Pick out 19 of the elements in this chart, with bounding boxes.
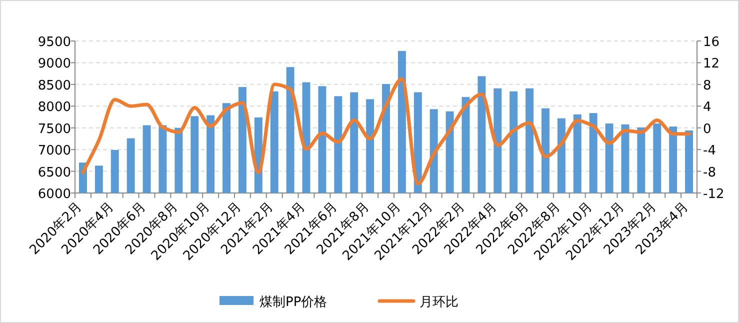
y2-tick-label: 16	[703, 35, 720, 50]
y-tick-label: 9500	[38, 35, 71, 50]
y2-tick-label: -8	[703, 165, 716, 180]
y-tick-label: 6500	[38, 165, 71, 180]
y2-tick-label: -4	[703, 144, 716, 159]
y2-tick-label: 0	[703, 122, 712, 137]
y2-tick-label: 8	[703, 78, 712, 94]
line-series	[81, 77, 691, 186]
y-tick-label: 7500	[38, 122, 71, 137]
legend-label: 煤制PP价格	[260, 295, 328, 310]
y-tick-label: 8500	[38, 78, 71, 94]
y-tick-label: 6000	[38, 187, 71, 202]
y-tick-label: 7000	[38, 144, 71, 159]
y2-tick-label: 4	[703, 100, 712, 116]
y2-tick-label: -12	[703, 187, 724, 202]
y2-tick-label: 12	[703, 56, 720, 72]
y-tick-label: 8000	[38, 100, 71, 116]
y-tick-label: 9000	[38, 56, 71, 72]
legend-label: 月环比	[420, 295, 458, 310]
